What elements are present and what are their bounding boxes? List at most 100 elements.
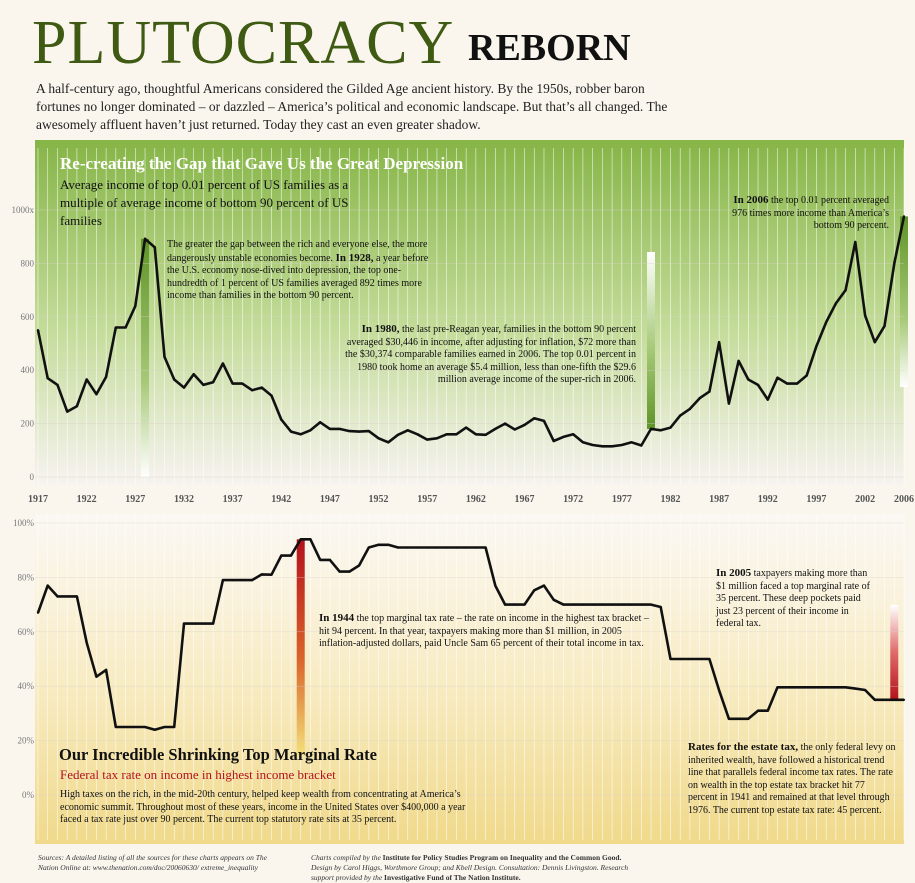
top-data-point — [435, 437, 439, 440]
bottom-data-point — [494, 584, 497, 587]
top-data-point — [212, 381, 215, 384]
top-y-tick-label: 800 — [21, 258, 35, 268]
bottom-data-point — [542, 584, 546, 587]
bottom-data-point — [883, 698, 886, 701]
x-tick-label: 1947 — [320, 494, 340, 505]
bottom-data-point — [679, 657, 682, 661]
bottom-y-tick-label: 80% — [18, 572, 35, 582]
bottom-data-point — [455, 546, 458, 549]
top-data-point — [902, 215, 906, 218]
bottom-data-point — [192, 622, 195, 625]
footer-credits-ips: Institute for Policy Studies Program on … — [382, 853, 622, 862]
top-data-point — [766, 398, 769, 401]
bottom-data-point — [747, 717, 750, 720]
top-data-point — [406, 429, 409, 432]
bottom-data-point — [173, 725, 176, 729]
top-chart-title: Re-creating the Gap that Gave Us the Gre… — [60, 154, 464, 173]
bottom-data-point — [153, 728, 156, 731]
top-data-point — [289, 430, 293, 433]
bottom-data-point — [552, 598, 555, 601]
intro-text: A half-century ago, thoughtful Americans… — [36, 81, 668, 132]
bottom-data-point — [484, 546, 487, 549]
top-data-point — [513, 428, 516, 431]
top-data-point — [747, 378, 750, 381]
bottom-data-point — [591, 603, 594, 606]
x-tick-label: 1992 — [758, 494, 778, 505]
bottom-data-point — [270, 573, 273, 576]
bottom-data-point — [630, 603, 633, 606]
bottom-data-point — [319, 558, 322, 561]
top-data-point — [669, 426, 672, 429]
bottom-data-point — [795, 686, 799, 689]
top-data-point — [494, 427, 497, 431]
x-tick-label: 1967 — [515, 494, 535, 505]
top-data-point — [66, 410, 69, 413]
top-data-point — [396, 433, 400, 436]
top-data-point — [143, 237, 147, 240]
bottom-data-point — [241, 579, 244, 582]
x-tick-label: 1977 — [612, 494, 632, 505]
footer-credits-pre: Charts compiled by the — [311, 853, 383, 862]
bottom-data-point — [893, 698, 896, 701]
bottom-data-point — [786, 686, 789, 689]
bottom-data-point — [737, 717, 740, 720]
bottom-data-point — [620, 603, 623, 606]
bottom-data-point — [513, 603, 516, 606]
annotation-1980-text: the last pre-Reagan year, families in th… — [345, 324, 636, 385]
top-data-point — [601, 445, 604, 448]
top-data-point — [338, 427, 341, 431]
bottom-data-point — [406, 546, 409, 549]
top-data-point — [46, 377, 49, 380]
bottom-body-text: High taxes on the rich, in the mid-20th … — [60, 789, 466, 825]
annotation-2005: In 2005 taxpayers making more than $1 mi… — [716, 567, 876, 631]
bottom-data-point — [66, 595, 69, 598]
bottom-y-tick-label: 0% — [22, 790, 35, 800]
annotation-1928-bold: In 1928, — [335, 251, 374, 264]
x-tick-label: 1922 — [77, 494, 97, 505]
top-data-point — [718, 341, 721, 344]
bottom-data-point — [640, 603, 643, 606]
bottom-data-point — [95, 675, 98, 678]
top-data-point — [319, 421, 322, 424]
top-data-point — [250, 389, 254, 392]
bottom-data-point — [163, 725, 166, 729]
annotation-1928-pre: The greater the gap between the rich and… — [167, 239, 428, 264]
bottom-y-tick-label: 20% — [18, 736, 35, 746]
bottom-data-point — [289, 554, 293, 557]
highlight-bar-2005 — [890, 605, 899, 700]
top-data-point — [173, 378, 176, 381]
annotation-1980-bold: In 1980, — [361, 323, 400, 335]
bottom-data-point — [124, 725, 127, 729]
top-panel-bg — [35, 140, 904, 485]
top-data-point — [863, 314, 867, 317]
bottom-data-point — [825, 686, 828, 689]
bottom-data-point — [815, 686, 818, 689]
bottom-data-point — [669, 657, 672, 661]
annotation-2005-bold: In 2005 — [716, 567, 752, 579]
bottom-data-point — [601, 603, 604, 606]
bottom-data-point — [338, 570, 341, 573]
top-data-point — [231, 382, 234, 385]
top-data-point — [348, 429, 351, 433]
top-data-point — [727, 402, 730, 405]
bottom-data-point — [902, 698, 906, 701]
bottom-data-point — [358, 564, 361, 567]
top-data-point — [465, 426, 468, 429]
bottom-data-point — [46, 584, 49, 587]
annotation-2006: In 2006 the top 0.01 percent averaged 97… — [717, 194, 889, 233]
annotation-1980: In 1980, the last pre-Reagan year, famil… — [340, 323, 636, 387]
top-data-point — [542, 419, 546, 423]
top-data-point — [377, 437, 380, 440]
bottom-data-point — [435, 546, 439, 549]
top-data-point — [873, 341, 876, 344]
top-data-point — [591, 443, 594, 447]
x-tick-label: 1927 — [125, 494, 145, 505]
annotation-2005-text: taxpayers making more than $1 million fa… — [716, 568, 870, 629]
top-data-point — [367, 429, 370, 433]
highlight-bar-1928 — [141, 238, 150, 477]
top-data-point — [56, 383, 59, 386]
top-y-tick-label: 0 — [30, 472, 35, 482]
bottom-data-point — [649, 603, 653, 606]
bottom-data-point — [221, 579, 224, 582]
annotation-estate-text: the only federal levy on inherited wealt… — [688, 742, 896, 816]
